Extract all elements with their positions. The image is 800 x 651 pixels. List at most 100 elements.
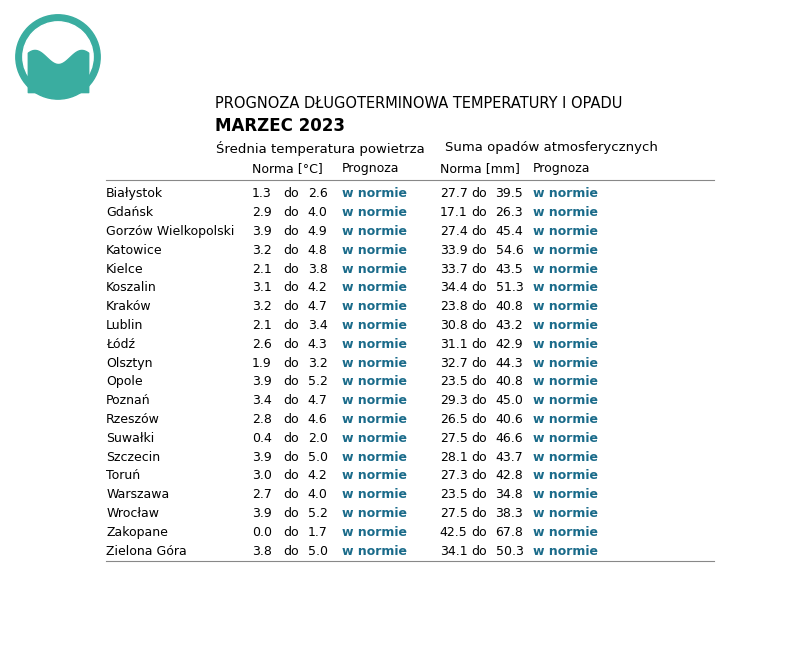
Text: do: do	[283, 187, 298, 201]
Text: do: do	[470, 262, 486, 275]
Text: 4.7: 4.7	[308, 300, 327, 313]
Text: Łódź: Łódź	[106, 338, 135, 351]
Text: do: do	[470, 450, 486, 464]
Text: 3.8: 3.8	[252, 544, 272, 557]
Text: 2.7: 2.7	[252, 488, 272, 501]
Text: 67.8: 67.8	[495, 526, 523, 539]
Text: w normie: w normie	[342, 243, 407, 256]
Text: do: do	[283, 281, 298, 294]
Text: Prognoza: Prognoza	[533, 162, 590, 175]
Text: 4.7: 4.7	[308, 394, 327, 407]
Text: Gorzów Wielkopolski: Gorzów Wielkopolski	[106, 225, 234, 238]
Text: 5.0: 5.0	[308, 544, 328, 557]
Text: 1.3: 1.3	[252, 187, 272, 201]
Text: GW: GW	[42, 66, 74, 83]
Text: do: do	[470, 413, 486, 426]
Text: 43.7: 43.7	[495, 450, 523, 464]
Text: w normie: w normie	[533, 413, 598, 426]
Text: Koszalin: Koszalin	[106, 281, 157, 294]
Text: 45.0: 45.0	[495, 394, 523, 407]
Text: 30.8: 30.8	[440, 319, 468, 332]
Text: do: do	[283, 338, 298, 351]
Text: do: do	[470, 507, 486, 520]
Text: w normie: w normie	[533, 338, 598, 351]
Text: Białystok: Białystok	[106, 187, 163, 201]
Text: 2.6: 2.6	[252, 338, 272, 351]
Text: w normie: w normie	[533, 357, 598, 370]
Text: 2.9: 2.9	[252, 206, 272, 219]
Text: do: do	[470, 432, 486, 445]
Text: 23.8: 23.8	[440, 300, 467, 313]
Text: 40.6: 40.6	[495, 413, 523, 426]
Text: 4.9: 4.9	[308, 225, 327, 238]
Text: w normie: w normie	[533, 432, 598, 445]
Text: do: do	[283, 300, 298, 313]
Text: 33.7: 33.7	[440, 262, 467, 275]
Text: w normie: w normie	[533, 319, 598, 332]
Text: 4.3: 4.3	[308, 338, 327, 351]
Text: w normie: w normie	[533, 376, 598, 389]
Text: do: do	[470, 526, 486, 539]
Text: 3.9: 3.9	[252, 225, 272, 238]
Text: 34.4: 34.4	[440, 281, 467, 294]
Text: w normie: w normie	[342, 544, 407, 557]
Text: w normie: w normie	[342, 413, 407, 426]
Text: do: do	[283, 262, 298, 275]
Text: 40.8: 40.8	[495, 376, 523, 389]
Text: do: do	[470, 488, 486, 501]
Text: w normie: w normie	[533, 243, 598, 256]
Text: 33.9: 33.9	[440, 243, 467, 256]
Text: w normie: w normie	[342, 394, 407, 407]
Text: do: do	[283, 206, 298, 219]
Text: 29.3: 29.3	[440, 394, 467, 407]
Text: w normie: w normie	[342, 281, 407, 294]
Text: 50.3: 50.3	[495, 544, 523, 557]
Text: 34.1: 34.1	[440, 544, 467, 557]
Text: Katowice: Katowice	[106, 243, 163, 256]
Text: 43.2: 43.2	[495, 319, 523, 332]
Text: do: do	[283, 432, 298, 445]
Text: 4.0: 4.0	[308, 488, 327, 501]
Text: 2.0: 2.0	[308, 432, 327, 445]
Text: Prognoza: Prognoza	[342, 162, 399, 175]
Text: w normie: w normie	[342, 432, 407, 445]
Text: do: do	[283, 376, 298, 389]
Text: Szczecin: Szczecin	[106, 450, 160, 464]
Text: w normie: w normie	[342, 319, 407, 332]
Text: 5.2: 5.2	[308, 507, 327, 520]
Text: Opole: Opole	[106, 376, 143, 389]
Text: 1.7: 1.7	[308, 526, 327, 539]
Text: 4.8: 4.8	[308, 243, 327, 256]
Text: Wrocław: Wrocław	[106, 507, 159, 520]
Text: do: do	[283, 488, 298, 501]
Text: w normie: w normie	[342, 507, 407, 520]
Text: do: do	[470, 376, 486, 389]
Text: Poznań: Poznań	[106, 394, 151, 407]
Text: w normie: w normie	[533, 300, 598, 313]
Text: Olsztyn: Olsztyn	[106, 357, 153, 370]
Text: w normie: w normie	[533, 488, 598, 501]
Text: 40.8: 40.8	[495, 300, 523, 313]
Text: w normie: w normie	[533, 281, 598, 294]
Text: 39.5: 39.5	[495, 187, 523, 201]
Text: w normie: w normie	[342, 357, 407, 370]
Text: 3.4: 3.4	[308, 319, 327, 332]
Text: 27.3: 27.3	[440, 469, 467, 482]
Text: 3.9: 3.9	[252, 450, 272, 464]
Text: do: do	[283, 225, 298, 238]
Text: w normie: w normie	[342, 338, 407, 351]
Text: do: do	[470, 243, 486, 256]
Text: do: do	[470, 357, 486, 370]
Text: 28.1: 28.1	[440, 450, 467, 464]
Text: 2.1: 2.1	[252, 262, 272, 275]
Text: do: do	[470, 544, 486, 557]
Text: w normie: w normie	[342, 225, 407, 238]
Text: 31.1: 31.1	[440, 338, 467, 351]
Circle shape	[23, 21, 93, 92]
Text: 44.3: 44.3	[495, 357, 523, 370]
Text: w normie: w normie	[342, 469, 407, 482]
Text: 17.1: 17.1	[440, 206, 467, 219]
Text: w normie: w normie	[533, 469, 598, 482]
Text: w normie: w normie	[533, 262, 598, 275]
Text: Lublin: Lublin	[106, 319, 143, 332]
